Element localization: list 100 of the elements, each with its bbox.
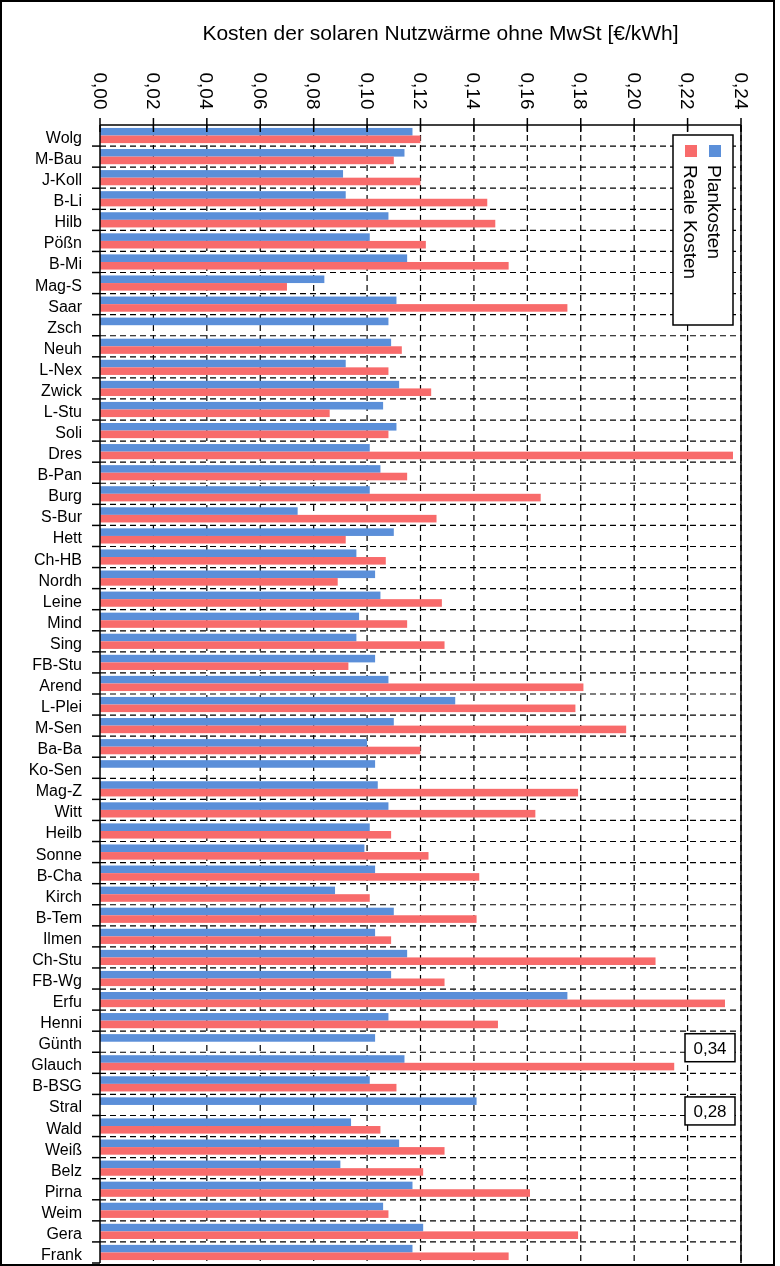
bar — [100, 1097, 477, 1105]
bar — [100, 212, 389, 220]
bar — [100, 359, 346, 368]
y-tick-label: Zwick — [41, 381, 83, 399]
bar — [100, 633, 357, 642]
bar — [100, 549, 357, 558]
bar — [100, 886, 336, 895]
bar — [100, 346, 402, 354]
bar — [100, 1147, 445, 1155]
bar — [100, 135, 421, 144]
bar — [100, 725, 627, 734]
y-tick-label: Glauch — [31, 1056, 82, 1074]
bar — [100, 599, 442, 607]
bar — [100, 472, 408, 481]
bar — [100, 451, 733, 460]
y-tick-label: Frank — [41, 1245, 83, 1263]
y-tick-label: Witt — [54, 803, 83, 821]
x-tick-label: 0,06 — [249, 72, 271, 110]
bar — [100, 620, 408, 628]
bar — [100, 1118, 352, 1127]
bar — [100, 1055, 405, 1063]
bar — [100, 991, 568, 1000]
bar — [100, 739, 368, 747]
bar — [100, 641, 445, 649]
bar — [100, 802, 389, 810]
bar — [100, 1210, 389, 1218]
bar — [100, 823, 370, 831]
bar — [100, 535, 346, 544]
y-tick-label: Mag-Z — [35, 782, 83, 800]
bar — [100, 936, 392, 944]
bar — [100, 1013, 389, 1021]
bar — [100, 949, 408, 958]
bar — [100, 156, 394, 165]
bar — [100, 570, 376, 579]
bar — [100, 1034, 376, 1042]
y-tick-label: Leine — [42, 592, 83, 610]
bar — [100, 1202, 384, 1211]
y-tick-label: Hett — [52, 529, 83, 547]
y-tick-label: FB-Wg — [32, 972, 82, 989]
y-tick-label: Zsch — [47, 318, 82, 336]
bar — [100, 578, 338, 586]
y-tick-label: B-Cha — [36, 866, 83, 884]
bar — [100, 654, 376, 663]
y-tick-label: Ch-HB — [33, 550, 82, 568]
bar — [100, 830, 392, 839]
y-tick-label: Arend — [39, 676, 82, 694]
legend-label: Plankosten — [704, 165, 725, 260]
bar — [100, 191, 346, 199]
bar — [100, 1076, 370, 1084]
x-tick-label: 0,16 — [516, 72, 538, 110]
y-tick-label: Hilb — [54, 213, 83, 231]
legend-label: Reale Kosten — [680, 165, 701, 280]
bar — [100, 999, 725, 1008]
bar — [100, 978, 445, 987]
y-tick-label: Wolg — [45, 129, 82, 147]
bar — [100, 844, 365, 853]
bar — [100, 177, 421, 186]
x-tick-label: 0,00 — [89, 72, 111, 110]
bar — [100, 760, 376, 768]
bar — [100, 514, 437, 523]
bar — [100, 781, 378, 789]
bar — [100, 240, 426, 249]
bar — [100, 1126, 381, 1134]
y-tick-label: L-Nex — [39, 360, 82, 378]
bar — [100, 283, 287, 291]
x-tick-label: 0,04 — [196, 72, 218, 110]
bar — [100, 1244, 413, 1253]
bar — [100, 675, 389, 684]
bar — [100, 507, 298, 515]
bar — [100, 957, 656, 966]
y-tick-label: Ko-Sen — [28, 761, 82, 779]
y-tick-label: Günth — [38, 1035, 82, 1053]
bar — [100, 1189, 530, 1197]
y-tick-label: Soli — [55, 424, 82, 442]
y-tick-label: Weim — [41, 1203, 82, 1221]
x-tick-label: 0,22 — [677, 72, 699, 110]
bar — [100, 127, 413, 136]
bar — [100, 788, 579, 797]
bar — [100, 915, 477, 923]
bar — [100, 696, 456, 705]
x-tick-label: 0,08 — [303, 72, 325, 110]
x-tick-label: 0,12 — [410, 72, 431, 110]
bar — [100, 865, 376, 874]
y-tick-label: Dres — [48, 445, 82, 463]
y-tick-label: Sonne — [35, 845, 83, 863]
y-tick-label: Nordh — [38, 571, 82, 589]
bar — [100, 894, 370, 902]
bar — [100, 233, 370, 241]
y-tick-label: L-Stu — [43, 403, 82, 420]
y-tick-label: S-Bur — [41, 508, 83, 526]
bar — [100, 1062, 675, 1071]
bar — [100, 1139, 400, 1148]
bar — [100, 1168, 424, 1176]
bar — [100, 317, 389, 326]
y-tick-label: J-Koll — [41, 171, 82, 189]
bar — [100, 928, 376, 937]
bar — [100, 1223, 424, 1232]
bar — [100, 486, 370, 494]
x-tick-label: 0,14 — [463, 72, 485, 110]
y-tick-label: Saar — [48, 297, 83, 315]
